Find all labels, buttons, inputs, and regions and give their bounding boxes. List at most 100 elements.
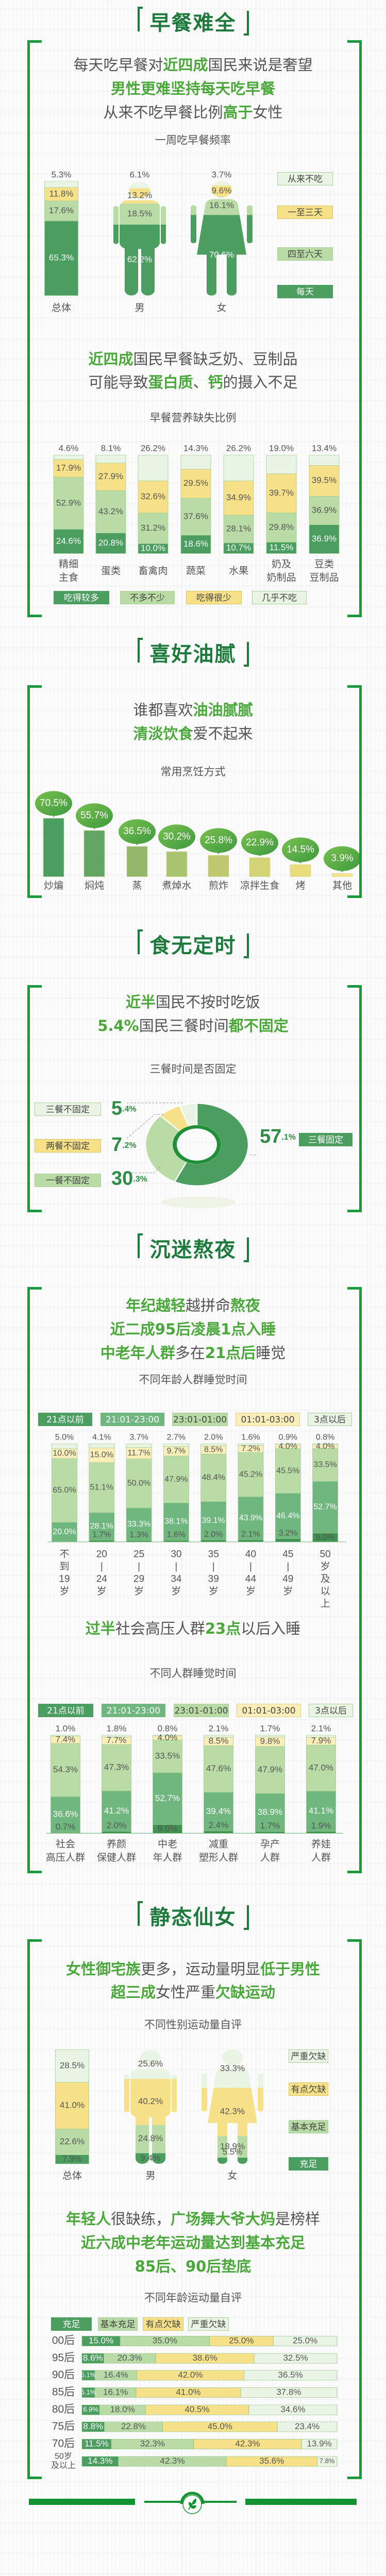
stacked-column [275,1444,301,1543]
headline-highlight: 熬夜 [230,1297,261,1314]
value-label: 15.0% [89,2335,113,2345]
value-label: 36.9% [312,505,337,515]
sleep-headline: 年纪越轻越拼命熬夜 近二成95后凌晨1点入睡 中老年人群多在21点后睡觉 [0,1294,386,1365]
value-label: 18.6% [183,539,208,549]
category-label: 男 [135,302,144,313]
value-label: 26.2% [141,444,165,453]
legend-never: 从来不吃 [277,172,333,185]
bracket-right [243,11,249,36]
bracket-right [243,934,249,958]
value-label: 2.7% [167,1433,186,1442]
category-label: 岁 [134,1586,144,1597]
value-label: 29.5% [183,478,208,488]
category-label: 岁 [209,1586,219,1597]
bar-segment [89,1447,115,1463]
value-label: 15.0% [90,1451,113,1460]
bar-segment [316,2456,338,2467]
value-label: 36.5% [278,2370,303,2380]
value-label: 35.6% [259,2456,284,2466]
category-label: 44 [245,1574,257,1585]
headline-line: 女性御宅族更多，运动量明显低于男性 [0,1958,386,1981]
category-label: 男 [145,2171,155,2181]
stacked-column [255,1735,285,1834]
chart-title: 早餐营养缺失比例 [149,412,237,424]
legend-eat-more: 吃得较多 [54,591,109,604]
meals-panel [27,985,362,1212]
value-label: 18.9% [220,2141,245,2151]
value-label: 8.5% [209,1736,229,1746]
stacked-row [81,2336,338,2346]
legend-after-3: 3点以后 [309,1704,353,1717]
category-label: 45 [282,1549,293,1560]
bracket-left [137,638,143,663]
bar-segment [163,1502,189,1541]
value-label: 3.7% [129,1433,148,1442]
headline-highlight: 低于男性 [260,1960,321,1978]
leader-line [127,1114,164,1138]
category-label: 岁 [59,1586,69,1597]
category-label: | [138,1562,140,1572]
breakfast-headline: 每天吃早餐对近四成国民来说是奢望 男性更难坚持每天吃早餐 从来不吃早餐比例高于女性 [0,53,386,124]
category-label: 烤 [295,880,305,891]
value-label: 13.4% [312,444,337,453]
bar-segment [126,1459,152,1509]
bar-segment [306,1791,336,1832]
headline-text: 睡觉 [256,1344,286,1362]
bar-segment [301,2439,338,2449]
value-label: 1.7% [260,1723,280,1733]
legend-4-6-days: 四至六天 [277,247,333,261]
stacked-row [81,2421,338,2432]
value-label: 30.2% [163,831,191,842]
value-label: 48.4% [202,1473,225,1482]
category-label: | [249,1562,252,1572]
value-label: 1.6% [167,1531,186,1539]
stacked-row [81,2353,338,2364]
bar-segment [223,515,254,544]
category-label: 70后 [52,2438,75,2450]
value-label: 13.2% [127,191,152,200]
section-title: 早餐难全 [149,11,237,35]
bar-segment [44,181,78,188]
legend-somewhat: 有点欠缺 [289,2082,328,2096]
headline-highlight: 年纪越轻 [125,1297,186,1314]
value-label: 14.3% [88,2456,112,2466]
headline-highlight: 23点 [205,1620,241,1637]
category-label: 29 [133,1574,144,1585]
value-label: 36.5% [123,826,151,837]
headline-highlight: 钙 [208,374,223,391]
category-label: 24 [96,1574,108,1585]
value-label: 39.7% [269,488,294,498]
stacked-column [44,181,78,296]
value-label: 70.6% [209,250,234,260]
headline-text: 国民早餐缺乏奶、豆制品 [133,350,298,368]
value-bubble [324,846,361,871]
value-label: 28.1% [226,524,251,534]
stacked-row [81,2456,338,2467]
stacked-column [312,1444,338,1543]
bar-segment [53,529,84,554]
value-label: 4.1% [92,1433,111,1442]
stacked-column [163,1444,189,1543]
value-label: 20.3% [118,2353,142,2363]
bar [331,873,353,877]
headline-line: 中老年人群多在21点后睡觉 [0,1341,386,1365]
value-label: 50.0% [127,1479,150,1488]
bar-segment [180,498,211,536]
bar [43,818,64,877]
bar-segment [204,1735,233,1738]
value-label: 65.0% [53,1486,76,1495]
value-label: 38.9% [258,1807,282,1817]
headline-highlight: 近半 [125,993,156,1011]
headline-line: 每天吃早餐对近四成国民来说是奢望 [0,53,386,77]
value-label: 45.5% [276,1466,299,1475]
category-label: 49 [282,1574,293,1585]
bar-segment [309,465,340,497]
value-label: 29.8% [269,522,294,532]
value-label: 19.0% [269,444,294,453]
value-label: 41.0% [176,2387,200,2397]
headline-text: 国民来说是奢望 [208,56,313,74]
category-label: 孕产人群 [260,1839,280,1863]
donut-inner-ring [173,1125,221,1164]
legend-two-unfixed: 两餐不固定 [35,1139,101,1153]
value-label: 26.2% [226,444,251,453]
